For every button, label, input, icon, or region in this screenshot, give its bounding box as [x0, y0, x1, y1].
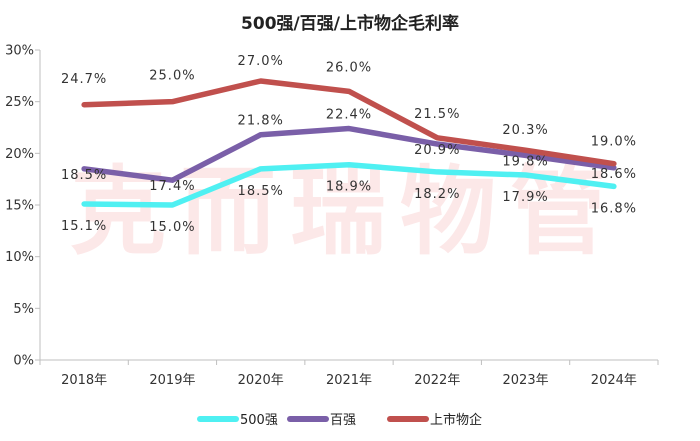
y-tick-label: 10% [5, 250, 34, 265]
legend: 500强 百强 上市物企 [197, 412, 482, 428]
data-label: 18.5% [238, 184, 284, 199]
x-tick-label: 2020年 [238, 373, 284, 388]
data-label: 16.8% [591, 201, 637, 216]
y-tick-label: 25% [5, 95, 34, 110]
data-label: 18.6% [591, 167, 637, 182]
data-label: 17.4% [149, 179, 195, 194]
data-label: 19.0% [591, 135, 637, 150]
data-label: 26.0% [326, 60, 372, 75]
x-tick-label: 2018年 [61, 373, 107, 388]
watermark: 克而瑞物管 [70, 156, 620, 268]
chart-title: 500强/百强/上市物企毛利率 [241, 13, 459, 34]
series-lines [81, 78, 617, 208]
data-label: 18.9% [326, 180, 372, 195]
y-tick-label: 30% [5, 44, 34, 59]
y-tick-label: 20% [5, 147, 34, 162]
legend-label: 百强 [330, 413, 356, 428]
axes: 0% 5% 10% 15% 20% 25% 30% 2018年 2019年 2020年 2021年 2… [5, 44, 659, 388]
data-label: 17.9% [502, 190, 548, 205]
data-label: 15.0% [149, 220, 195, 235]
x-tick-label: 2023年 [503, 373, 549, 388]
data-label: 20.9% [414, 143, 460, 158]
data-label: 18.2% [414, 187, 460, 202]
x-tick-label: 2019年 [149, 373, 195, 388]
x-tick-label: 2022年 [414, 373, 460, 388]
series-line-1 [81, 125, 617, 183]
x-tick-label: 2021年 [326, 373, 372, 388]
data-label: 21.5% [414, 107, 460, 122]
data-label: 25.0% [149, 69, 195, 84]
series-line-2 [81, 78, 617, 167]
series-line-0 [81, 161, 617, 208]
data-label: 19.8% [502, 154, 548, 169]
y-tick-label: 15% [5, 199, 34, 214]
data-label: 20.3% [502, 123, 548, 138]
y-tick-label: 5% [13, 302, 34, 317]
y-tick-label: 0% [13, 354, 34, 369]
data-label: 15.1% [61, 219, 107, 234]
x-tick-label: 2024年 [591, 373, 637, 388]
data-label: 18.5% [61, 168, 107, 183]
legend-label: 上市物企 [430, 412, 482, 428]
data-labels: 15.1% 15.0% 18.5% 18.9% 18.2% 17.9% 16.8% 18.5%… [61, 54, 637, 235]
data-label: 22.4% [326, 108, 372, 123]
legend-label: 500强 [240, 413, 278, 428]
data-label: 24.7% [61, 72, 107, 87]
data-label: 27.0% [238, 54, 284, 69]
data-label: 21.8% [238, 114, 284, 129]
